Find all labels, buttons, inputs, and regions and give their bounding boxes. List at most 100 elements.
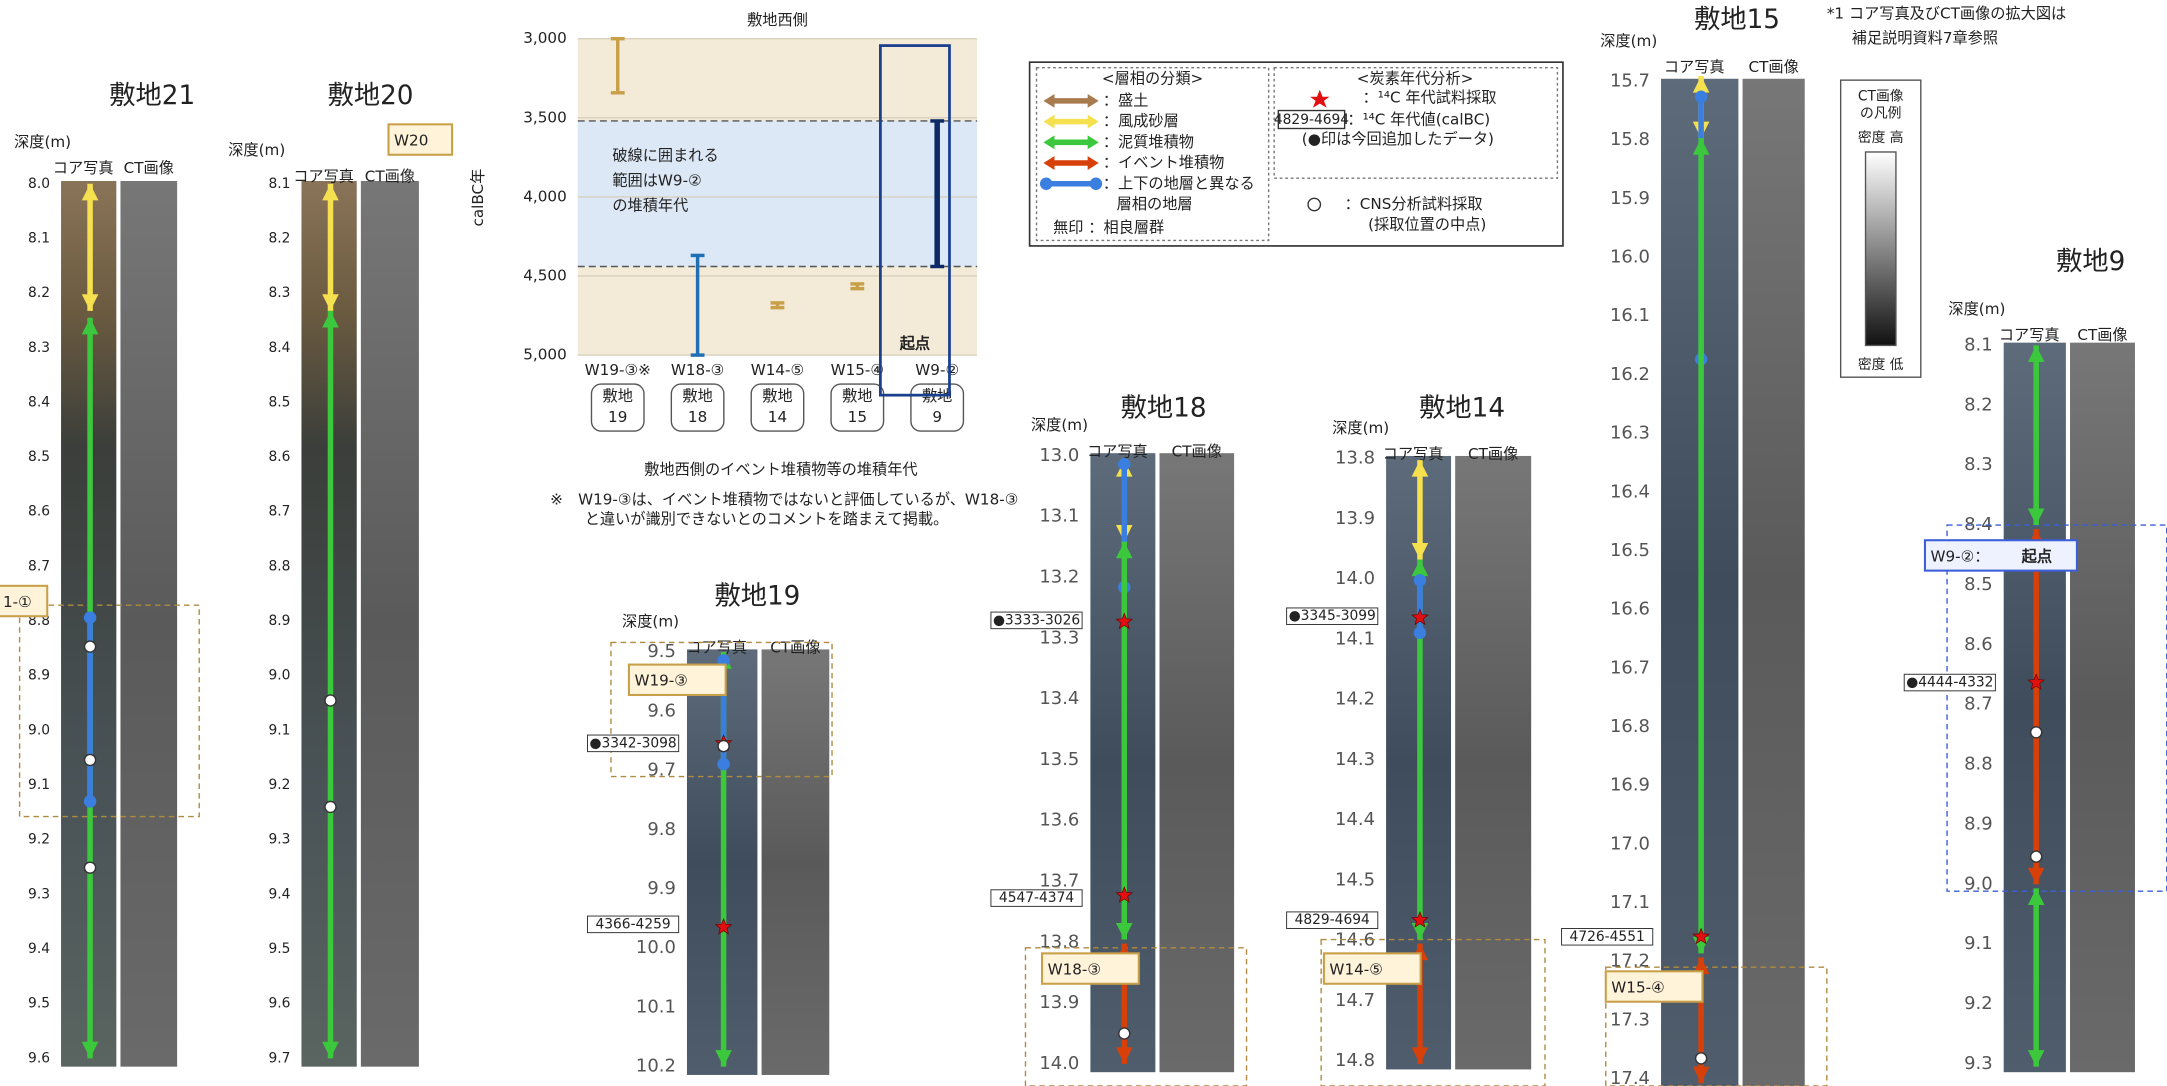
depth-tick: 16.6 — [1610, 599, 1650, 620]
depth-tick: 14.3 — [1335, 749, 1375, 770]
site-label: 14 — [768, 408, 787, 426]
core-title: 敷地15 — [1694, 5, 1780, 35]
depth-tick: 8.5 — [1964, 574, 1993, 595]
legend-head — [1087, 93, 1099, 108]
y-axis-label: calBC年 — [469, 169, 487, 227]
arrow-head — [322, 183, 339, 201]
legend-inner — [1035, 67, 1270, 242]
depth-tick: 9.6 — [28, 1050, 50, 1066]
depth-tick: 13.8 — [1039, 931, 1079, 952]
legend-text: 4829-4694 — [1274, 112, 1349, 128]
legend-title: <層相の分類> — [1102, 69, 1203, 87]
legend-head — [1043, 135, 1055, 150]
depth-tick: 9.5 — [647, 641, 676, 662]
arrow-head — [81, 1041, 99, 1059]
core-title: 敷地19 — [714, 581, 800, 611]
arrow-head — [1411, 460, 1429, 477]
origin-label: 起点 — [899, 335, 930, 353]
core-title: 敷地21 — [109, 81, 195, 111]
depth-tick: 8.1 — [1964, 334, 1993, 355]
depth-tick: 8.7 — [28, 558, 50, 574]
ct-image — [360, 181, 419, 1067]
depth-tick: 13.5 — [1039, 749, 1079, 770]
depth-tick: 8.9 — [1964, 813, 1993, 834]
depth-tick: 16.2 — [1610, 364, 1650, 385]
site-tag-red: 起点 — [2021, 547, 2052, 565]
depth-tick: 9.4 — [28, 941, 50, 957]
dashed-box — [18, 604, 200, 818]
legend-text: ：上下の地層と異なる — [1103, 174, 1255, 192]
depth-tick: 9.4 — [268, 886, 290, 902]
depth-tick: 14.5 — [1335, 869, 1375, 890]
site-box — [750, 383, 805, 432]
c14-star — [1692, 927, 1710, 945]
annotation: 範囲はW9-② — [612, 172, 701, 190]
site-box — [670, 383, 725, 432]
depth-tick: 8.1 — [268, 176, 290, 192]
arrow-head — [1115, 541, 1133, 559]
depth-tick: 9.2 — [28, 832, 50, 848]
facies-dot — [1413, 574, 1427, 587]
legend-text: ：イベント堆積物 — [1103, 154, 1225, 172]
photo-label: コア写真 — [293, 167, 354, 185]
site-label: 9 — [932, 408, 942, 426]
site-tag — [1041, 952, 1140, 985]
depth-tick: 8.2 — [268, 230, 290, 246]
depth-tick: 9.7 — [268, 1050, 290, 1066]
depth-label: 深度(m) — [14, 133, 71, 151]
depth-tick: 8.5 — [28, 449, 50, 465]
depth-tick: 13.1 — [1039, 506, 1079, 527]
core-title: 敷地14 — [1419, 393, 1505, 423]
depth-tick: 9.3 — [28, 886, 50, 902]
arrow-head — [715, 1050, 732, 1067]
legend-head — [1043, 93, 1055, 108]
depth-tick: 16.0 — [1610, 247, 1650, 268]
arrow-head — [1411, 559, 1429, 577]
depth-tick: 9.1 — [1964, 933, 1993, 954]
depth-tick: 8.8 — [268, 558, 290, 574]
cns-point — [83, 861, 97, 874]
sample-tag — [586, 734, 680, 753]
legend-text: ：CNS分析試料採取 — [1345, 195, 1483, 213]
ct-label: CT画像 — [1468, 445, 1518, 463]
legend-head — [1087, 156, 1099, 170]
sample-tag — [1561, 928, 1654, 946]
depth-tick: 13.2 — [1039, 567, 1079, 588]
dashed-box — [1946, 524, 2167, 892]
depth-label: 深度(m) — [622, 612, 679, 630]
legend-text: ：風成砂層 — [1103, 112, 1179, 130]
note: *1 コア写真及びCT画像の拡大図は — [1827, 4, 2066, 22]
site-tag-label: 1-① — [3, 593, 32, 611]
arrow-head — [2027, 1050, 2045, 1067]
cns-point — [717, 739, 730, 753]
depth-tick: 15.8 — [1610, 129, 1650, 150]
core-title: 敷地18 — [1121, 393, 1207, 423]
sample-label: 4366-4259 — [595, 916, 670, 932]
site-tag-label: W19-③ — [634, 672, 687, 690]
depth-tick: 9.3 — [268, 832, 290, 848]
legend-text: ：¹⁴C 年代試料採取 — [1363, 89, 1497, 107]
legend-inner — [1273, 67, 1559, 179]
c14-star — [1115, 612, 1134, 630]
site-tag — [1923, 539, 2078, 572]
facies-dot — [1694, 90, 1708, 103]
sample-tag — [990, 889, 1083, 907]
depth-tick: 8.6 — [268, 449, 290, 465]
site-tag — [627, 663, 727, 697]
facies-dot — [1413, 626, 1427, 640]
arrow-head — [81, 183, 99, 201]
legend-text: (採取位置の中点) — [1368, 216, 1486, 234]
dashed-box — [1605, 966, 1828, 1086]
legend-text: ：¹⁴C 年代値(calBC) — [1347, 111, 1490, 129]
depth-tick: 14.0 — [1335, 568, 1375, 589]
arrow-head — [1692, 1066, 1710, 1084]
site-label: 敷地 — [603, 387, 633, 405]
arrow-head — [1411, 922, 1429, 940]
depth-label: 深度(m) — [1600, 32, 1657, 50]
photo-label: コア写真 — [53, 159, 114, 177]
ct-image — [1742, 78, 1805, 1086]
sample-tag — [1286, 911, 1379, 929]
y-tick-label: 4,000 — [523, 187, 566, 205]
depth-tick: 17.1 — [1610, 892, 1650, 913]
sample-label: ●3342-3098 — [589, 735, 676, 751]
